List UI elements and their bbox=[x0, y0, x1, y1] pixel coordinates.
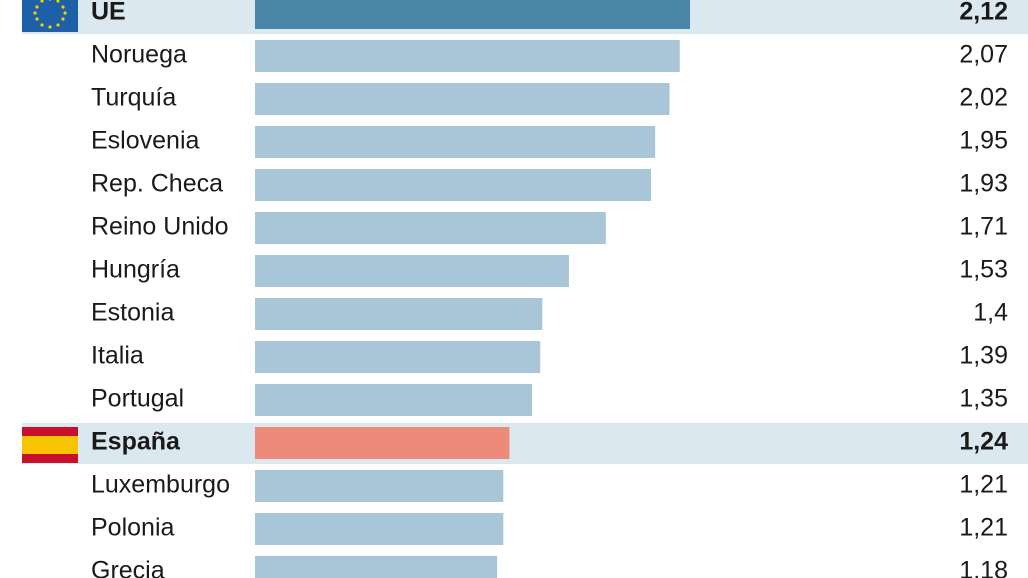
value-label: 2,02 bbox=[959, 84, 1008, 112]
value-label: 1,71 bbox=[959, 213, 1008, 241]
category-label: Eslovenia bbox=[91, 127, 199, 155]
value-label: 1,35 bbox=[959, 385, 1008, 413]
category-label: Rep. Checa bbox=[91, 170, 223, 198]
bar bbox=[255, 384, 533, 416]
bar bbox=[255, 169, 652, 201]
value-label: 1,53 bbox=[959, 256, 1008, 284]
category-label: Luxemburgo bbox=[91, 471, 230, 499]
value-label: 1,39 bbox=[959, 342, 1008, 370]
value-label: 1,21 bbox=[959, 514, 1008, 542]
bar bbox=[255, 83, 670, 115]
category-label: Noruega bbox=[91, 41, 187, 69]
bar bbox=[255, 212, 606, 244]
bar bbox=[255, 126, 656, 158]
category-label: Reino Unido bbox=[91, 213, 229, 241]
value-label: 1,21 bbox=[959, 471, 1008, 499]
value-label: 1,4 bbox=[973, 299, 1008, 327]
value-label: 1,95 bbox=[959, 127, 1008, 155]
value-label: 2,12 bbox=[959, 0, 1008, 26]
category-label: Polonia bbox=[91, 514, 174, 542]
category-label: Hungría bbox=[91, 256, 180, 284]
category-label: Portugal bbox=[91, 385, 184, 413]
value-label: 2,07 bbox=[959, 41, 1008, 69]
value-label: 1,24 bbox=[959, 428, 1008, 456]
category-label: UE bbox=[91, 0, 126, 26]
category-label: Estonia bbox=[91, 299, 174, 327]
category-label: Grecia bbox=[91, 557, 165, 578]
category-label: Italia bbox=[91, 342, 144, 370]
value-label: 1,18 bbox=[959, 557, 1008, 578]
bar bbox=[255, 513, 504, 545]
bar bbox=[255, 556, 498, 578]
bar bbox=[255, 0, 691, 29]
bar bbox=[255, 427, 510, 459]
category-label: Turquía bbox=[91, 84, 176, 112]
eu-flag bbox=[22, 0, 78, 32]
bar bbox=[255, 470, 504, 502]
bar bbox=[255, 298, 543, 330]
highlight-row bbox=[22, 423, 1028, 464]
value-label: 1,93 bbox=[959, 170, 1008, 198]
spain-flag bbox=[22, 427, 78, 463]
category-label: España bbox=[91, 428, 181, 456]
bar bbox=[255, 255, 569, 287]
bar bbox=[255, 341, 541, 373]
bar bbox=[255, 40, 680, 72]
